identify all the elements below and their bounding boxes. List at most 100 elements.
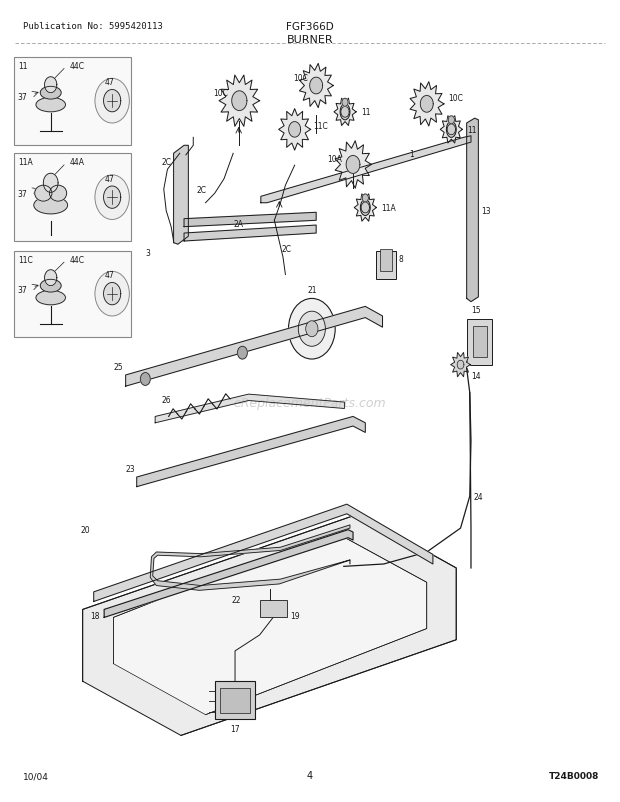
Text: 14: 14 (471, 371, 480, 380)
Polygon shape (43, 174, 58, 193)
Text: 37: 37 (17, 93, 27, 102)
Text: 21: 21 (307, 286, 317, 294)
Ellipse shape (448, 116, 454, 124)
Ellipse shape (362, 195, 368, 203)
Text: 47: 47 (104, 271, 114, 280)
Circle shape (140, 373, 150, 386)
Text: 8: 8 (399, 255, 403, 264)
Polygon shape (113, 532, 427, 715)
Ellipse shape (35, 186, 52, 202)
Ellipse shape (360, 200, 370, 217)
Polygon shape (104, 91, 121, 112)
Text: 17: 17 (230, 724, 240, 733)
Ellipse shape (340, 105, 350, 120)
Polygon shape (104, 530, 353, 618)
Polygon shape (45, 78, 57, 94)
Bar (474, 326, 487, 358)
Polygon shape (104, 187, 121, 209)
Polygon shape (232, 91, 247, 111)
Polygon shape (361, 203, 370, 213)
Bar (380, 249, 392, 272)
Text: 44C: 44C (69, 255, 84, 264)
Ellipse shape (50, 186, 67, 202)
FancyBboxPatch shape (14, 154, 131, 241)
Text: 11C: 11C (18, 255, 33, 264)
Ellipse shape (342, 99, 348, 107)
Text: 11C: 11C (313, 122, 328, 131)
Text: 4: 4 (307, 770, 313, 780)
Bar (467, 320, 492, 366)
Polygon shape (184, 226, 316, 241)
Text: 19: 19 (290, 612, 300, 621)
Text: 25: 25 (113, 363, 123, 371)
Circle shape (95, 79, 130, 124)
FancyBboxPatch shape (14, 251, 131, 338)
Polygon shape (334, 99, 356, 127)
Polygon shape (150, 525, 350, 590)
Text: 47: 47 (104, 79, 114, 87)
Text: 3: 3 (145, 249, 150, 257)
Polygon shape (289, 123, 301, 138)
Polygon shape (420, 96, 433, 113)
Ellipse shape (40, 280, 61, 293)
Text: 2C: 2C (281, 245, 292, 254)
Text: eReplacementParts.com: eReplacementParts.com (234, 396, 386, 409)
Circle shape (306, 322, 318, 338)
Text: 37: 37 (17, 189, 27, 198)
Text: 10C: 10C (213, 89, 228, 98)
Polygon shape (261, 136, 471, 204)
Text: FGF366D: FGF366D (286, 22, 334, 32)
Ellipse shape (34, 197, 68, 215)
Text: 47: 47 (104, 175, 114, 184)
Bar (215, 682, 255, 719)
Circle shape (95, 176, 130, 221)
Text: T24B0008: T24B0008 (549, 771, 599, 780)
Text: 24: 24 (474, 492, 483, 501)
Polygon shape (335, 141, 371, 189)
Polygon shape (457, 361, 464, 370)
Circle shape (237, 346, 247, 359)
Polygon shape (467, 119, 479, 302)
Polygon shape (346, 156, 360, 174)
Polygon shape (219, 76, 260, 128)
Polygon shape (278, 110, 311, 151)
Text: 11: 11 (467, 126, 477, 135)
Text: 44C: 44C (69, 62, 84, 71)
FancyBboxPatch shape (14, 58, 131, 145)
Circle shape (298, 312, 326, 346)
Text: 37: 37 (17, 286, 27, 295)
Text: 11: 11 (361, 108, 371, 117)
Text: 2C: 2C (161, 157, 171, 167)
Polygon shape (451, 353, 471, 377)
Polygon shape (126, 307, 383, 387)
Polygon shape (354, 195, 376, 222)
Ellipse shape (36, 291, 66, 306)
Text: 44A: 44A (69, 158, 84, 167)
Text: 18: 18 (91, 612, 100, 621)
Polygon shape (440, 116, 463, 144)
Text: 26: 26 (161, 395, 171, 405)
Polygon shape (155, 395, 344, 423)
Polygon shape (104, 283, 121, 306)
Polygon shape (45, 270, 57, 286)
Bar (220, 688, 250, 713)
Polygon shape (184, 213, 316, 228)
Polygon shape (447, 125, 456, 136)
Text: 11A: 11A (381, 204, 396, 213)
Text: 13: 13 (481, 207, 490, 216)
Text: 10A: 10A (327, 154, 342, 164)
Polygon shape (137, 417, 365, 487)
Text: 23: 23 (125, 464, 135, 473)
Bar (376, 251, 396, 280)
Polygon shape (94, 504, 433, 602)
Text: 1: 1 (410, 150, 414, 159)
Text: 20: 20 (81, 525, 90, 534)
Text: BURNER: BURNER (286, 34, 334, 45)
Text: 2A: 2A (234, 220, 244, 229)
Text: 15: 15 (471, 306, 480, 315)
Ellipse shape (36, 99, 66, 113)
Polygon shape (310, 78, 322, 95)
Polygon shape (299, 64, 334, 108)
Text: Publication No: 5995420113: Publication No: 5995420113 (23, 22, 163, 31)
Ellipse shape (40, 87, 61, 100)
